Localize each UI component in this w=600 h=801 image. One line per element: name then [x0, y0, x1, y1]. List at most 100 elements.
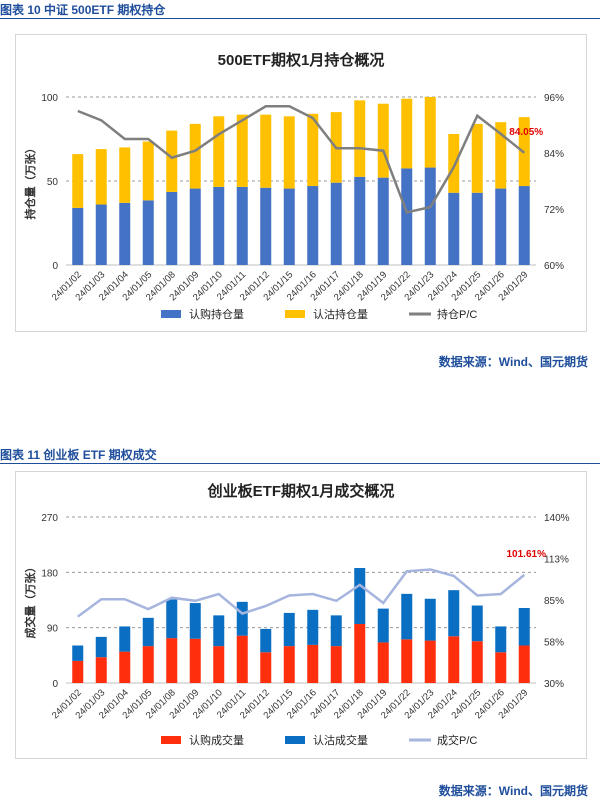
y-axis-label: 持仓量（万张）: [23, 143, 37, 220]
y2-tick-label: 96%: [544, 93, 564, 104]
legend-label: 成交P/C: [437, 733, 477, 747]
y-tick-label: 180: [41, 568, 58, 579]
bar-put: [189, 603, 201, 639]
bar-call: [471, 641, 483, 683]
bar-put: [166, 130, 178, 192]
chart-panel: 500ETF期权1月持仓概况 0 50 100 60% 72% 84% 96% 持仓量（万张） 8…: [15, 34, 587, 332]
bar-put: [377, 608, 389, 643]
bar-call: [142, 646, 154, 683]
legend-label: 认沽成交量: [313, 733, 368, 747]
bar-call: [377, 177, 389, 265]
caption-rule: [0, 463, 600, 464]
bar-call: [119, 202, 131, 265]
bar-put: [213, 615, 225, 647]
bar-put: [95, 149, 107, 205]
chart-title: 500ETF期权1月持仓概况: [218, 51, 385, 69]
y-axis-label: 成交量（万张）: [23, 562, 37, 639]
legend-swatch: [161, 736, 181, 744]
bar-put: [471, 605, 483, 642]
bar-put: [401, 98, 413, 169]
legend-swatch: [285, 736, 305, 744]
bar-call: [95, 657, 107, 683]
bar-call: [495, 652, 507, 683]
legend-swatch: [161, 310, 181, 318]
bar-call: [401, 639, 413, 683]
bar-put: [424, 97, 436, 168]
bar-call: [236, 635, 248, 683]
bar-call: [377, 642, 389, 683]
bar-call: [283, 188, 295, 265]
bar-call: [495, 188, 507, 265]
bar-put: [213, 116, 225, 187]
bar-put: [189, 123, 201, 189]
figure-caption: 图表 10 中证 500ETF 期权持仓: [0, 3, 166, 17]
data-source: 数据来源：Wind、国元期货: [438, 784, 588, 798]
chart-title: 创业板ETF期权1月成交概况: [207, 482, 395, 500]
bar-put: [283, 116, 295, 189]
y2-tick-label: 72%: [544, 205, 564, 216]
bar-call: [283, 646, 295, 683]
bar-call: [260, 187, 272, 265]
bar-put: [95, 636, 107, 658]
legend-label: 认沽持仓量: [313, 307, 368, 321]
y-tick-label: 50: [47, 177, 59, 188]
bar-put: [260, 628, 272, 653]
bar-put: [518, 607, 530, 646]
caption-rule: [0, 18, 600, 19]
bar-put: [72, 154, 84, 208]
bar-call: [307, 186, 319, 265]
bar-call: [166, 191, 178, 265]
bar-call: [72, 207, 84, 265]
bar-call: [189, 188, 201, 265]
bar-put: [119, 626, 131, 652]
bar-call: [330, 646, 342, 683]
legend-label: 认购持仓量: [189, 307, 244, 321]
bar-call: [166, 638, 178, 683]
legend-swatch: [285, 310, 305, 318]
y2-tick-label: 60%: [544, 261, 564, 272]
bar-call: [307, 644, 319, 683]
last-value-label: 101.61%: [507, 549, 547, 560]
y2-tick-label: 30%: [544, 679, 564, 690]
bar-put: [307, 609, 319, 645]
bar-put: [448, 133, 460, 193]
bar-put: [424, 598, 436, 641]
bar-call: [354, 176, 366, 265]
bar-put: [166, 599, 178, 639]
bar-call: [330, 182, 342, 265]
bar-put: [495, 626, 507, 653]
bar-call: [354, 623, 366, 683]
bar-call: [518, 645, 530, 683]
bar-call: [448, 636, 460, 683]
bar-call: [424, 167, 436, 265]
bar-put: [401, 593, 413, 640]
legend-label: 持仓P/C: [437, 307, 477, 321]
bar-put: [354, 100, 366, 177]
figure-caption: 图表 11 创业板 ETF 期权成交: [0, 448, 157, 462]
holdings-chart: 500ETF期权1月持仓概况 0 50 100 60% 72% 84% 96% 持仓量（万张） 8…: [23, 51, 564, 321]
y2-tick-label: 84%: [544, 149, 564, 160]
bar-call: [95, 204, 107, 265]
bar-put: [330, 615, 342, 647]
y-tick-label: 0: [52, 679, 58, 690]
y2-tick-label: 113%: [544, 555, 569, 566]
volume-chart: 创业板ETF期权1月成交概况 0 90 180 270 30% 58% 85% 113% 140%…: [23, 482, 570, 747]
bar-call: [518, 186, 530, 265]
bar-put: [448, 590, 460, 637]
y-tick-label: 0: [52, 261, 58, 272]
bar-call: [142, 200, 154, 265]
y-tick-label: 100: [41, 93, 58, 104]
bar-put: [119, 147, 131, 203]
y-tick-label: 90: [47, 624, 59, 635]
bar-call: [213, 646, 225, 683]
pc-ratio-line: [77, 568, 526, 618]
bar-call: [471, 192, 483, 265]
bar-call: [401, 168, 413, 265]
bar-put: [142, 617, 154, 647]
bar-call: [236, 186, 248, 265]
bar-put: [72, 645, 84, 661]
pc-ratio-line: [77, 105, 526, 214]
y2-tick-label: 85%: [544, 596, 564, 607]
chart-panel: 创业板ETF期权1月成交概况 0 90 180 270 30% 58% 85% 113% 140%…: [15, 471, 587, 759]
bar-put: [142, 141, 154, 201]
